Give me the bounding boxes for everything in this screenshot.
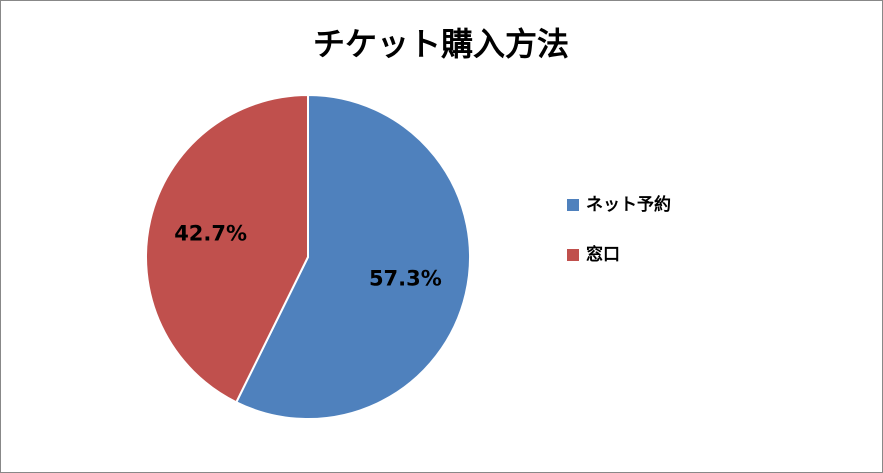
pie-slice — [234, 93, 471, 420]
value-label: 42.7% — [174, 221, 247, 245]
value-label: 57.3% — [369, 267, 442, 291]
legend-swatch — [567, 249, 579, 261]
legend-label: ネット予約 — [586, 194, 671, 215]
pie-slice — [145, 93, 309, 404]
legend-label: 窓口 — [586, 244, 620, 265]
chart-title: チケット購入方法 — [313, 25, 569, 63]
legend-swatch — [567, 199, 579, 211]
